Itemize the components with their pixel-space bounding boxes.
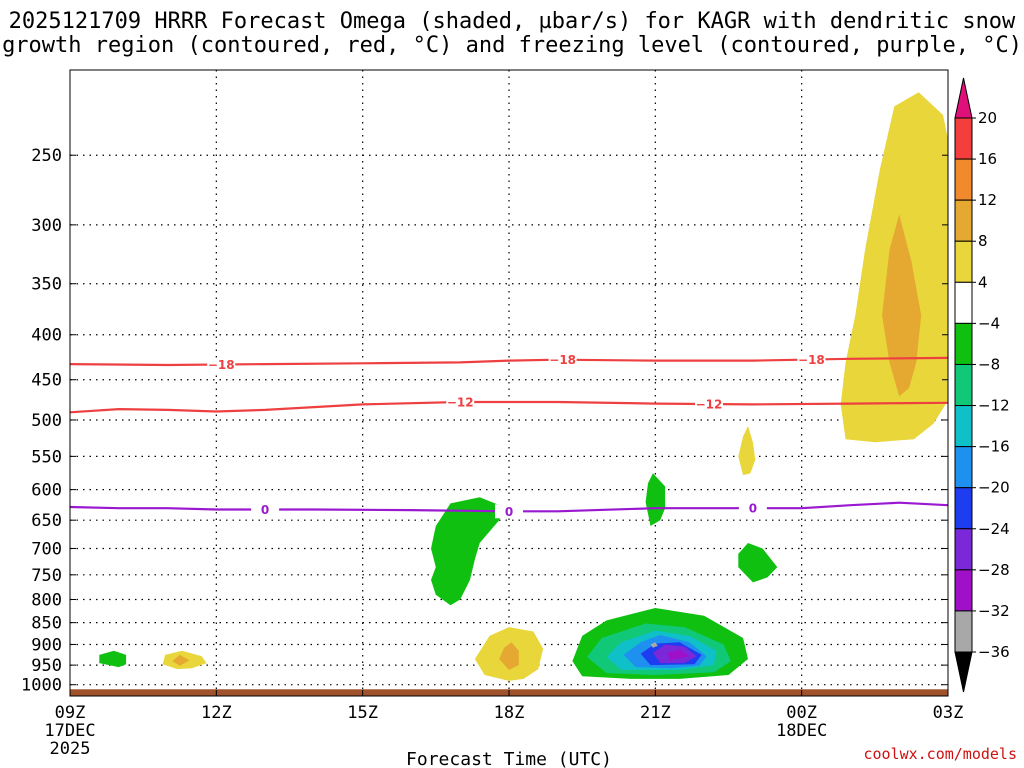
- colorbar-label: −20: [978, 479, 1010, 497]
- purple-contour-label-bg: [495, 504, 523, 519]
- red-contour-label-bg: [548, 352, 577, 367]
- omega-region-8: [172, 654, 190, 666]
- colorbar-segment: [954, 446, 973, 489]
- omega-region-5: [738, 543, 778, 583]
- colorbar-segment: [954, 569, 973, 612]
- purple-contour-label-bg: [251, 502, 280, 517]
- x-tick-label: 21Z: [640, 703, 671, 723]
- red-contour-label: −18: [208, 358, 235, 372]
- colorbar-segment: [954, 322, 973, 365]
- omega-region-1: [882, 214, 922, 397]
- colorbar-label: 20: [978, 109, 997, 127]
- y-tick-label: 250: [31, 146, 62, 166]
- y-tick-label: 800: [31, 590, 62, 610]
- x-tick-date-label: 18DEC: [776, 721, 827, 741]
- colorbar-segment: [954, 405, 973, 448]
- purple-contour-label: 0: [749, 502, 757, 516]
- colorbar-label: −32: [978, 602, 1010, 620]
- x-tick-label: 09Z: [55, 703, 86, 723]
- red-contour-label: −18: [798, 353, 825, 367]
- colorbar-segment: [954, 158, 973, 201]
- colorbar-label: 12: [978, 191, 997, 209]
- red-contour-label: −12: [447, 395, 474, 409]
- colorbar-segment: [954, 199, 973, 242]
- purple-contour-label: 0: [261, 503, 269, 517]
- colorbar-label: −8: [978, 355, 1000, 373]
- x-tick-year-label: 2025: [50, 739, 91, 759]
- y-tick-label: 950: [31, 656, 62, 676]
- omega-region-18: [650, 642, 658, 648]
- x-tick-label: 18Z: [494, 703, 525, 723]
- red-contour-label-bg: [446, 394, 475, 409]
- x-tick-date-label: 17DEC: [44, 721, 95, 741]
- colorbar-top-arrow: [954, 77, 973, 119]
- red-contour-label-bg: [694, 397, 723, 412]
- y-tick-label: 750: [31, 566, 62, 586]
- omega-region-17: [667, 649, 690, 661]
- y-tick-label: 650: [31, 511, 62, 531]
- y-tick-label: 350: [31, 275, 62, 295]
- colorbar-segment: [954, 117, 973, 160]
- colorbar-segment: [954, 240, 973, 283]
- colorbar-label: −36: [978, 643, 1010, 661]
- y-tick-label: 900: [31, 635, 62, 655]
- y-tick-label: 700: [31, 539, 62, 559]
- colorbar-label: −28: [978, 561, 1010, 579]
- y-tick-label: 1000: [21, 676, 62, 696]
- omega-region-6: [99, 650, 127, 668]
- y-tick-label: 300: [31, 216, 62, 236]
- red-contour-label: −12: [696, 398, 723, 412]
- colorbar-label: 8: [978, 232, 988, 250]
- colorbar-label: −16: [978, 438, 1010, 456]
- chart-title-line1: 2025121709 HRRR Forecast Omega (shaded, …: [9, 9, 1016, 34]
- colorbar-bottom-arrow: [954, 651, 973, 693]
- colorbar-segment: [954, 281, 973, 324]
- omega-region-2: [738, 426, 756, 476]
- colorbar-label: 16: [978, 150, 997, 168]
- grid-lines: [70, 70, 948, 696]
- omega-shading: [99, 92, 948, 681]
- colorbar-segment: [954, 610, 973, 653]
- y-axis: 2503003504004505005506006507007508008509…: [21, 146, 948, 696]
- x-tick-label: 12Z: [201, 703, 232, 723]
- contour-lines: −18 −18 −18 −12 −12 0 0 0: [69, 352, 949, 519]
- y-tick-label: 550: [31, 447, 62, 467]
- colorbar-segment: [954, 487, 973, 530]
- y-tick-label: 500: [31, 411, 62, 431]
- colorbar-segment: [954, 528, 973, 571]
- red-contour-label-bg: [797, 352, 826, 367]
- y-tick-label: 450: [31, 371, 62, 391]
- y-tick-label: 600: [31, 481, 62, 501]
- purple-contour-label-bg: [738, 501, 767, 516]
- colorbar-label: −4: [978, 314, 1000, 332]
- x-axis-label: Forecast Time (UTC): [406, 749, 612, 768]
- credit-text: coolwx.com/models: [863, 745, 1017, 763]
- chart-title-line2: growth region (contoured, red, °C) and f…: [2, 33, 1022, 58]
- omega-region-10: [499, 642, 519, 670]
- y-tick-label: 400: [31, 326, 62, 346]
- red-contour-label: −18: [549, 353, 576, 367]
- colorbar-segment: [954, 363, 973, 407]
- colorbar-label: −24: [978, 520, 1010, 538]
- purple-contour-label: 0: [505, 505, 513, 519]
- colorbar-label: −12: [978, 397, 1010, 415]
- y-tick-label: 850: [31, 614, 62, 634]
- red-contour-line-1: [69, 400, 949, 414]
- colorbar-label: 4: [978, 273, 988, 291]
- omega-region-4: [645, 473, 666, 526]
- x-tick-label: 00Z: [786, 703, 817, 723]
- colorbar: 20 16 12 8 4 −4 −8 −12 −16 −20 −24 −28 −32 −36: [954, 77, 1010, 693]
- x-tick-label: 15Z: [347, 703, 378, 723]
- omega-region-3: [431, 497, 505, 606]
- x-tick-label: 03Z: [933, 703, 964, 723]
- purple-contour-line-0: [69, 501, 949, 513]
- red-contour-label-bg: [207, 357, 236, 372]
